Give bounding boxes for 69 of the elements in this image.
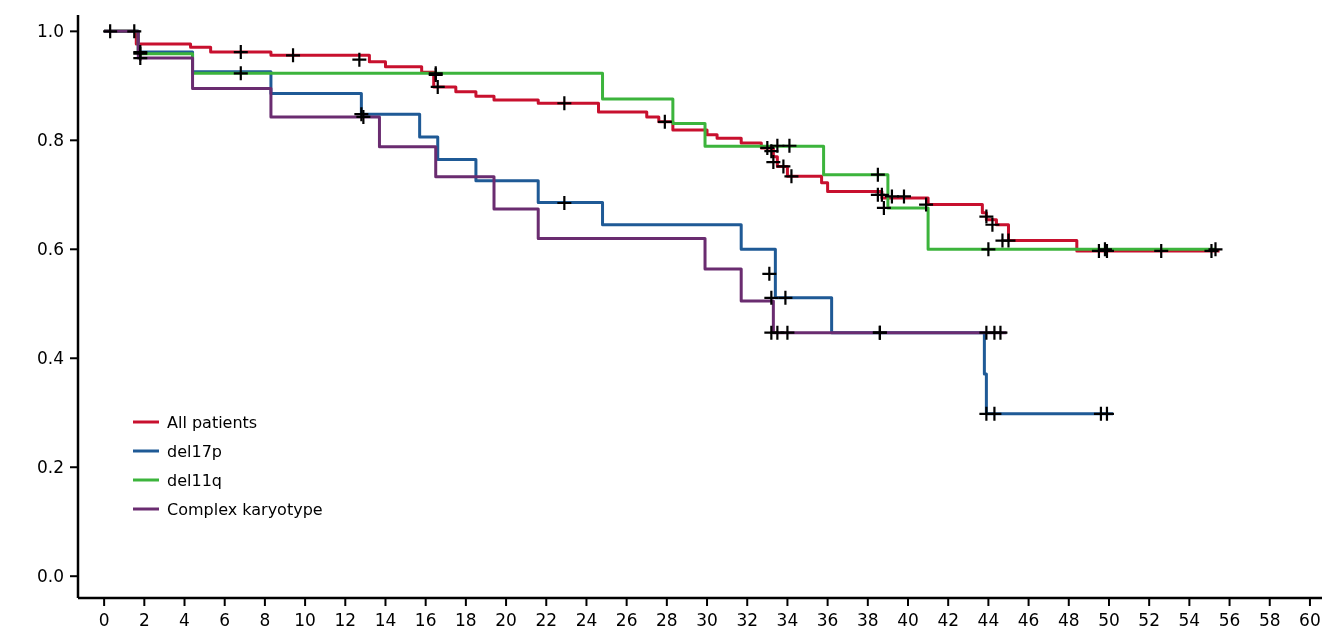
point — [777, 289, 794, 306]
y-tick-label: 0.6 — [36, 239, 64, 260]
x-tick-label: 56 — [1218, 610, 1241, 630]
y-tick-label: 1.0 — [36, 21, 64, 42]
x-tick-label: 6 — [219, 610, 231, 630]
x-tick-label: 40 — [897, 610, 919, 630]
point — [763, 289, 780, 306]
point — [1207, 241, 1224, 258]
x-tick-label: 50 — [1098, 610, 1120, 630]
x-tick-label: 10 — [294, 610, 316, 630]
point — [992, 324, 1009, 341]
x-tick-label: 4 — [179, 610, 190, 630]
x-tick-label: 24 — [575, 610, 598, 630]
point — [980, 241, 997, 258]
x-tick-label: 32 — [736, 610, 759, 630]
x-tick-label: 8 — [259, 610, 271, 630]
y-tick-label: 0.4 — [36, 348, 64, 369]
point — [126, 23, 143, 40]
point — [556, 95, 573, 112]
y-tick-label: 0.8 — [36, 130, 64, 151]
x-tick-label: 48 — [1057, 610, 1080, 630]
x-tick-label: 18 — [455, 610, 477, 630]
point — [429, 78, 446, 96]
point — [1000, 232, 1017, 249]
point — [1203, 242, 1220, 260]
x-tick-label: 2 — [138, 610, 150, 630]
x-tick-label: 60 — [1299, 610, 1321, 630]
point — [232, 65, 249, 82]
point — [873, 186, 890, 203]
legend-label: Complex karyotype — [167, 500, 323, 519]
y-tick-label: 0.0 — [36, 566, 64, 587]
x-tick-label: 28 — [656, 610, 678, 630]
point — [779, 324, 796, 341]
legend-label: del17p — [167, 442, 222, 461]
x-tick-label: 26 — [615, 610, 638, 630]
x-tick-label: 58 — [1258, 610, 1281, 630]
point — [556, 194, 573, 212]
point — [781, 137, 798, 154]
point — [284, 47, 302, 64]
x-tick-label: 20 — [495, 610, 517, 630]
x-tick-label: 36 — [816, 610, 839, 630]
x-tick-label: 46 — [1017, 610, 1040, 630]
y-tick-label: 0.2 — [36, 457, 64, 478]
x-tick-label: 54 — [1178, 610, 1201, 630]
x-tick-label: 30 — [696, 610, 718, 630]
x-tick-label: 44 — [977, 610, 1000, 630]
x-tick-label: 34 — [776, 610, 799, 630]
x-tick-label: 12 — [334, 610, 357, 630]
legend-label: del11q — [167, 471, 222, 490]
point — [656, 113, 673, 130]
x-tick-label: 16 — [414, 610, 437, 630]
point — [1153, 242, 1170, 260]
point — [351, 51, 368, 68]
x-tick-label: 52 — [1138, 610, 1160, 630]
point — [232, 43, 249, 61]
point — [869, 166, 886, 183]
point — [761, 265, 778, 282]
point — [986, 405, 1003, 422]
point — [875, 199, 892, 216]
point — [759, 139, 776, 157]
point — [917, 196, 935, 213]
x-tick-label: 38 — [856, 610, 879, 630]
x-tick-label: 22 — [535, 610, 558, 630]
x-tick-label: 14 — [374, 610, 397, 630]
point — [895, 188, 913, 205]
x-tick-label: 0 — [98, 610, 110, 630]
point — [102, 23, 119, 40]
legend-label: All patients — [167, 413, 258, 432]
x-tick-label: 42 — [937, 610, 960, 630]
